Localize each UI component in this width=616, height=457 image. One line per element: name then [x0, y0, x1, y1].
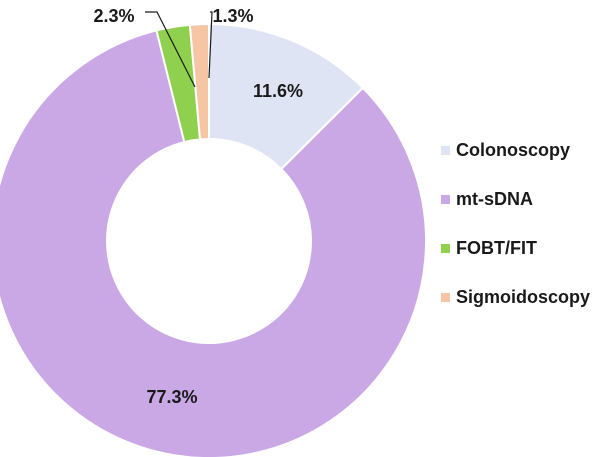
- leader-line-sigmoidoscopy: [208, 11, 213, 79]
- legend-item-colonoscopy: Colonoscopy: [441, 138, 616, 163]
- legend-label: Sigmoidoscopy: [456, 287, 591, 307]
- legend-label: mt-sDNA: [456, 189, 534, 209]
- legend-label: Colonoscopy: [456, 140, 571, 160]
- legend-swatch: [441, 146, 450, 155]
- data-label-sigmoidoscopy: 1.3%: [212, 6, 253, 26]
- legend-swatch: [441, 244, 450, 253]
- legend-item-fobt-fit: FOBT/FIT: [441, 236, 616, 261]
- data-label-fobt-fit: 2.3%: [93, 6, 134, 26]
- data-label-mt-sdna: 77.3%: [146, 387, 197, 407]
- leader-line-group: [145, 11, 213, 88]
- data-label-colonoscopy: 11.6%: [253, 81, 303, 101]
- leader-line-fobt-fit: [145, 11, 196, 88]
- data-label-group: 11.6% 77.3% 2.3% 1.3%: [93, 6, 303, 407]
- legend-label: FOBT/FIT: [456, 238, 537, 258]
- legend-item-sigmoidoscopy: Sigmoidoscopy: [441, 285, 616, 310]
- legend-item-mt-sdna: mt-sDNA: [441, 187, 616, 212]
- legend-swatch: [441, 293, 450, 302]
- legend: Colonoscopy mt-sDNA FOBT/FIT Sigmoidosco…: [441, 138, 616, 334]
- slice-sigmoidoscopy: [188, 22, 210, 141]
- slice-mt-sdna: [0, 29, 427, 457]
- slice-group: [0, 22, 427, 457]
- legend-swatch: [441, 195, 450, 204]
